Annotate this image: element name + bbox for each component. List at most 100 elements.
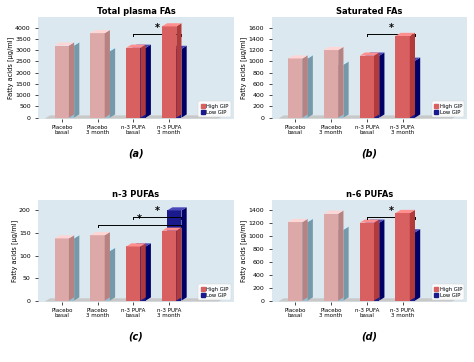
Text: (a): (a): [128, 148, 144, 158]
Polygon shape: [110, 48, 115, 118]
Bar: [365, 56, 379, 118]
Bar: [167, 210, 182, 300]
Bar: [324, 50, 338, 118]
Bar: [131, 247, 146, 300]
Polygon shape: [329, 62, 349, 65]
Polygon shape: [140, 45, 146, 118]
Bar: [126, 247, 140, 300]
Bar: [395, 36, 410, 118]
Polygon shape: [308, 219, 313, 300]
Polygon shape: [374, 52, 379, 118]
Y-axis label: Fatty acids [µg/ml]: Fatty acids [µg/ml]: [240, 37, 247, 99]
Text: (d): (d): [362, 331, 377, 341]
Polygon shape: [182, 46, 187, 118]
Y-axis label: Fatty acids [µg/ml]: Fatty acids [µg/ml]: [7, 37, 14, 99]
Polygon shape: [344, 62, 349, 118]
Polygon shape: [91, 232, 110, 235]
Polygon shape: [55, 42, 74, 46]
Polygon shape: [105, 232, 110, 300]
Bar: [360, 223, 374, 300]
Polygon shape: [69, 235, 74, 300]
Polygon shape: [365, 52, 384, 56]
Polygon shape: [162, 228, 182, 231]
Polygon shape: [167, 207, 187, 210]
Polygon shape: [395, 210, 415, 213]
Bar: [167, 49, 182, 118]
Bar: [360, 56, 374, 118]
Bar: [395, 213, 410, 300]
Polygon shape: [278, 115, 457, 118]
Polygon shape: [182, 207, 187, 300]
Polygon shape: [288, 219, 308, 222]
Polygon shape: [338, 47, 344, 118]
Text: *: *: [137, 214, 142, 224]
Bar: [91, 235, 105, 300]
Polygon shape: [110, 248, 115, 300]
Polygon shape: [302, 55, 308, 118]
Polygon shape: [167, 46, 187, 49]
Polygon shape: [338, 211, 344, 300]
Polygon shape: [126, 45, 146, 48]
Bar: [126, 48, 140, 118]
Polygon shape: [69, 42, 74, 118]
Polygon shape: [395, 33, 415, 36]
Bar: [96, 51, 110, 118]
Text: *: *: [388, 206, 393, 216]
Polygon shape: [60, 235, 79, 239]
Polygon shape: [60, 42, 79, 46]
Polygon shape: [410, 33, 415, 118]
Polygon shape: [360, 52, 379, 56]
Polygon shape: [329, 227, 349, 230]
Polygon shape: [146, 45, 151, 118]
Polygon shape: [302, 219, 308, 300]
Polygon shape: [91, 30, 110, 33]
Bar: [55, 239, 69, 300]
Polygon shape: [131, 45, 151, 48]
Bar: [329, 65, 344, 118]
Title: n-3 PUFAs: n-3 PUFAs: [112, 190, 159, 199]
Bar: [288, 59, 302, 118]
Polygon shape: [131, 243, 151, 247]
Text: (c): (c): [128, 331, 143, 341]
Text: (b): (b): [362, 148, 377, 158]
Polygon shape: [74, 42, 79, 118]
Polygon shape: [360, 219, 379, 223]
Bar: [55, 46, 69, 118]
Bar: [401, 232, 415, 300]
Title: Saturated FAs: Saturated FAs: [336, 7, 402, 16]
Polygon shape: [308, 55, 313, 118]
Polygon shape: [55, 235, 74, 239]
Polygon shape: [96, 248, 115, 251]
Polygon shape: [146, 243, 151, 300]
Polygon shape: [365, 219, 384, 223]
Polygon shape: [293, 219, 313, 222]
Title: Total plasma FAs: Total plasma FAs: [97, 7, 175, 16]
Bar: [288, 222, 302, 300]
Legend: High GIP, Low GIP: High GIP, Low GIP: [432, 101, 465, 117]
Legend: High GIP, Low GIP: High GIP, Low GIP: [199, 285, 231, 300]
Y-axis label: Fatty acids [µg/ml]: Fatty acids [µg/ml]: [11, 220, 18, 282]
Polygon shape: [45, 298, 224, 302]
Polygon shape: [278, 298, 457, 302]
Bar: [96, 251, 110, 300]
Polygon shape: [324, 211, 344, 214]
Title: n-6 PUFAs: n-6 PUFAs: [346, 190, 393, 199]
Text: *: *: [388, 23, 393, 33]
Polygon shape: [176, 23, 182, 118]
Polygon shape: [105, 30, 110, 118]
Polygon shape: [176, 228, 182, 300]
Bar: [329, 230, 344, 300]
Bar: [293, 59, 308, 118]
Bar: [162, 26, 176, 118]
Polygon shape: [415, 229, 420, 300]
Polygon shape: [45, 115, 224, 118]
Polygon shape: [74, 235, 79, 300]
Polygon shape: [410, 210, 415, 300]
Text: *: *: [155, 23, 160, 33]
Bar: [365, 223, 379, 300]
Text: *: *: [155, 206, 160, 216]
Bar: [91, 33, 105, 118]
Polygon shape: [140, 243, 146, 300]
Bar: [60, 239, 74, 300]
Bar: [162, 231, 176, 300]
